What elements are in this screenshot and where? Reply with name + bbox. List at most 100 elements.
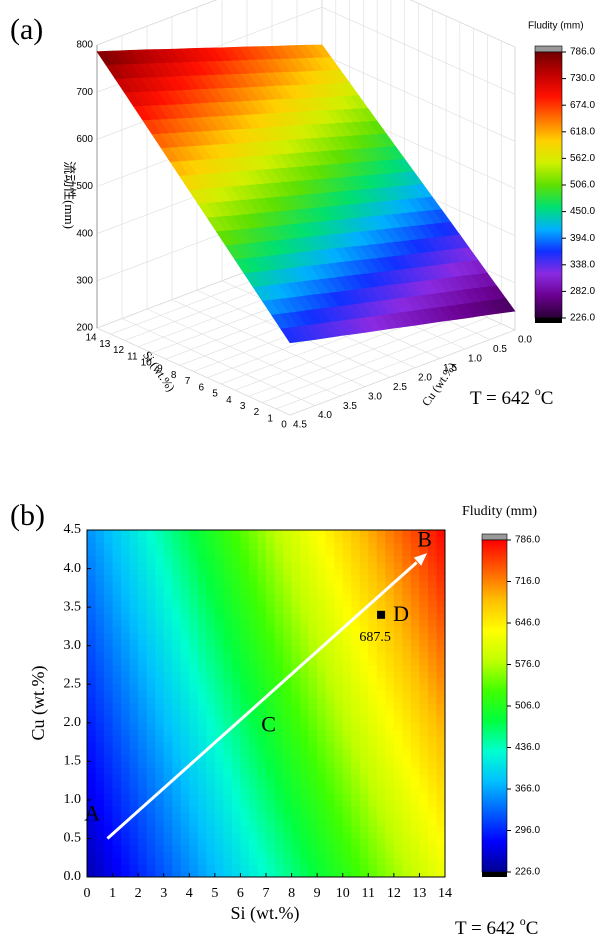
y-tick-label: 1.5	[64, 754, 82, 769]
contour-cell	[427, 812, 437, 820]
contour-cell	[436, 722, 446, 730]
contour-cell	[402, 729, 412, 737]
contour-cell	[172, 645, 182, 653]
contour-cell	[240, 613, 250, 621]
contour-cell	[317, 607, 327, 614]
contour-cell	[410, 787, 420, 794]
contour-cell	[427, 832, 437, 839]
contour-cell	[359, 864, 369, 871]
contour-cell	[95, 767, 105, 775]
contour-cell	[393, 864, 403, 871]
contour-cell	[257, 838, 267, 846]
contour-cell	[402, 812, 412, 820]
contour-cell	[385, 709, 395, 717]
contour-cell	[427, 864, 437, 871]
contour-cell	[317, 626, 327, 634]
contour-cell	[104, 697, 113, 704]
contour-cell	[376, 761, 386, 769]
contour-cell	[248, 619, 258, 627]
contour-cell	[257, 767, 267, 775]
contour-cell	[155, 722, 165, 730]
contour-cell	[291, 581, 301, 589]
contour-cell	[240, 774, 250, 782]
contour-cell	[112, 748, 122, 756]
colorbar-tick-label: 786.0	[515, 535, 540, 546]
panel-label: (b)	[10, 499, 45, 532]
contour-cell	[206, 748, 216, 756]
contour-cell	[274, 671, 284, 679]
contour-cell	[308, 697, 318, 704]
contour-cell	[291, 761, 301, 769]
contour-cell	[325, 530, 335, 537]
contour-cell	[248, 594, 258, 602]
contour-cell	[197, 626, 207, 634]
contour-cell	[317, 658, 327, 666]
contour-cell	[206, 587, 216, 595]
contour-cell	[163, 697, 173, 704]
contour-cell	[95, 832, 105, 839]
contour-cell	[257, 780, 267, 788]
contour-cell	[240, 819, 250, 826]
contour-cell	[155, 594, 165, 602]
contour-cell	[368, 594, 378, 602]
contour-cell	[351, 626, 361, 634]
contour-cell	[368, 574, 378, 582]
contour-cell	[223, 536, 233, 544]
contour-cell	[231, 613, 241, 621]
contour-cell	[248, 568, 258, 576]
contour-cell	[274, 677, 284, 685]
contour-cell	[95, 722, 105, 730]
contour-cell	[240, 748, 250, 756]
contour-cell	[223, 774, 233, 782]
contour-cell	[393, 729, 403, 737]
contour-cell	[87, 851, 96, 859]
contour-cell	[419, 761, 429, 769]
contour-cell	[197, 664, 207, 672]
contour-cell	[436, 838, 446, 846]
contour-cell	[368, 555, 378, 563]
contour-cell	[129, 562, 139, 569]
contour-cell	[359, 658, 369, 666]
contour-cell	[308, 645, 318, 653]
contour-cell	[240, 664, 250, 672]
contour-cell	[104, 600, 113, 608]
contour-cell	[419, 600, 429, 608]
contour-cell	[206, 857, 216, 865]
contour-cell	[351, 600, 361, 608]
contour-cell	[351, 825, 361, 833]
contour-cell	[359, 600, 369, 608]
contour-cell	[300, 671, 310, 679]
contour-cell	[163, 774, 173, 782]
contour-cell	[95, 542, 105, 550]
contour-cell	[189, 671, 199, 679]
contour-cell	[138, 754, 148, 762]
contour-cell	[283, 787, 292, 794]
contour-cell	[402, 793, 412, 801]
contour-cell	[266, 703, 275, 711]
contour-cell	[180, 626, 190, 634]
contour-cell	[240, 735, 250, 743]
contour-cell	[342, 799, 352, 807]
contour-cell	[266, 639, 275, 647]
contour-cell	[317, 542, 327, 550]
contour-cell	[206, 568, 216, 576]
contour-cell	[189, 742, 199, 749]
contour-cell	[104, 735, 113, 743]
x-tick-label: 4	[226, 395, 232, 406]
contour-cell	[146, 536, 156, 544]
contour-cell	[283, 658, 292, 666]
contour-cell	[112, 767, 122, 775]
contour-cell	[197, 542, 207, 550]
colorbar-cap	[481, 533, 508, 541]
contour-cell	[427, 735, 437, 743]
contour-cell	[283, 864, 292, 871]
contour-cell	[410, 844, 420, 852]
contour-cell	[197, 767, 207, 775]
contour-cell	[300, 748, 310, 756]
contour-cell	[240, 838, 250, 846]
contour-cell	[189, 703, 199, 711]
contour-cell	[266, 709, 275, 717]
contour-cell	[248, 613, 258, 621]
contour-cell	[334, 729, 344, 737]
contour-cell	[283, 754, 292, 762]
